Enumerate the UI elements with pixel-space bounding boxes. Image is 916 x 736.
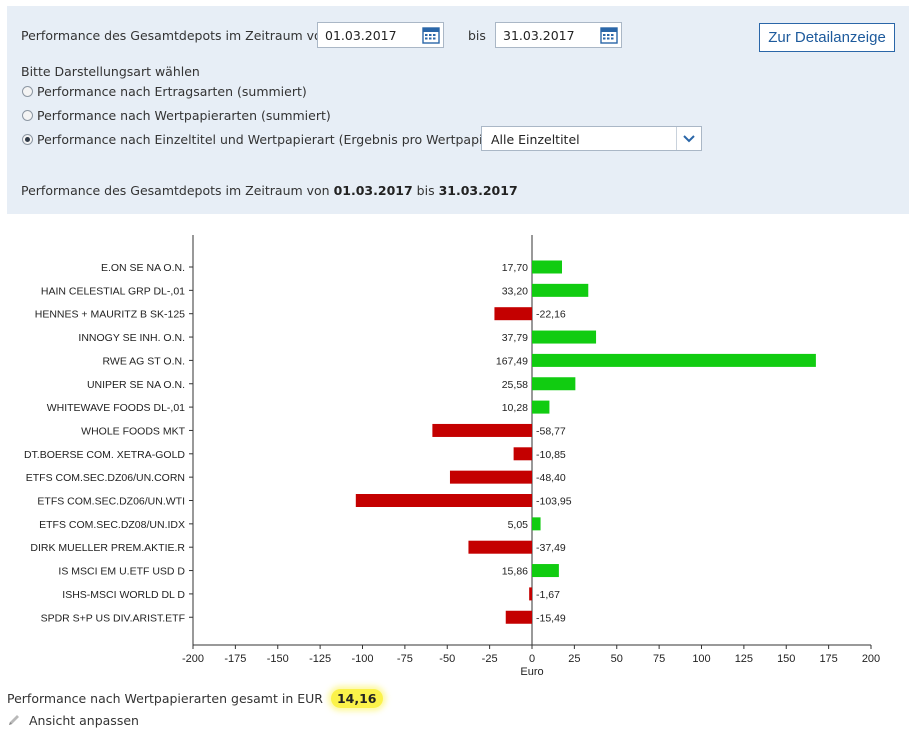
- radio-label: Performance nach Wertpapierarten (summie…: [37, 108, 331, 123]
- category-label: ISHS-MSCI WORLD DL D: [62, 589, 185, 601]
- bar-value-label: -1,67: [536, 589, 560, 601]
- x-tick-label: -25: [482, 653, 498, 665]
- x-tick-label: -175: [224, 653, 246, 665]
- category-label: ETFS COM.SEC.DZ06/UN.WTI: [37, 496, 185, 508]
- bar-value-label: 17,70: [502, 262, 528, 274]
- from-date-value: 01.03.2017: [325, 28, 397, 43]
- x-axis-title: Euro: [520, 666, 543, 678]
- adjust-view-label: Ansicht anpassen: [29, 713, 139, 728]
- to-date-field[interactable]: 31.03.2017: [495, 22, 622, 48]
- category-label: IS MSCI EM U.ETF USD D: [58, 566, 185, 578]
- title-select[interactable]: Alle Einzeltitel: [481, 126, 702, 151]
- summary-to-date: 31.03.2017: [438, 183, 518, 198]
- bar: [532, 283, 589, 297]
- bar: [532, 260, 563, 274]
- bar-value-label: 25,58: [502, 379, 528, 391]
- period-summary: Performance des Gesamtdepots im Zeitraum…: [21, 183, 518, 198]
- bar: [494, 307, 532, 321]
- display-type-label: Bitte Darstellungsart wählen: [21, 64, 200, 79]
- bar: [532, 377, 576, 391]
- bar: [532, 400, 550, 414]
- x-tick-label: 200: [862, 653, 880, 665]
- bar-value-label: 5,05: [508, 519, 529, 531]
- period-label: Performance des Gesamtdepots im Zeitraum…: [21, 28, 330, 43]
- category-label: SPDR S+P US DIV.ARIST.ETF: [41, 612, 185, 624]
- radio-button[interactable]: [22, 110, 33, 121]
- bar-value-label: -58,77: [536, 425, 566, 437]
- category-label: E.ON SE NA O.N.: [101, 262, 185, 274]
- bar: [432, 423, 532, 437]
- summary-from-date: 01.03.2017: [333, 183, 413, 198]
- bar: [468, 540, 532, 554]
- bar: [505, 610, 532, 624]
- category-label: WHITEWAVE FOODS DL-,01: [47, 402, 185, 414]
- x-tick-label: -150: [267, 653, 289, 665]
- radio-label: Performance nach Einzeltitel und Wertpap…: [37, 132, 501, 147]
- chevron-down-icon: [683, 135, 695, 143]
- category-label: HAIN CELESTIAL GRP DL-,01: [41, 285, 185, 297]
- category-label: ETFS COM.SEC.DZ08/UN.IDX: [39, 519, 185, 531]
- x-tick-label: -100: [351, 653, 373, 665]
- x-tick-label: 75: [653, 653, 665, 665]
- bar-value-label: 37,79: [502, 332, 528, 344]
- bar-value-label: -103,95: [536, 496, 572, 508]
- x-tick-label: -125: [309, 653, 331, 665]
- category-label: HENNES + MAURITZ B SK-125: [35, 309, 185, 321]
- pencil-icon: [9, 715, 19, 725]
- bar-value-label: 33,20: [502, 285, 528, 297]
- radio-button-checked[interactable]: [22, 134, 33, 145]
- x-tick-label: 125: [735, 653, 753, 665]
- performance-bar-chart: -200 -175 -150 -125 -100 -75 -50 -25 0 25 50 75 100 1…: [24, 235, 880, 678]
- category-label: DT.BOERSE COM. XETRA-GOLD: [24, 449, 185, 461]
- x-tick-label: -75: [397, 653, 413, 665]
- x-tick-label: -200: [182, 653, 204, 665]
- calendar-icon[interactable]: [600, 26, 618, 44]
- bar: [529, 587, 532, 601]
- category-label: WHOLE FOODS MKT: [81, 425, 185, 437]
- bar-value-label: -22,16: [536, 309, 566, 321]
- dropdown-toggle[interactable]: [676, 127, 701, 150]
- bar-value-label: 15,86: [502, 566, 528, 578]
- bar: [449, 470, 532, 484]
- category-label: UNIPER SE NA O.N.: [87, 379, 185, 391]
- x-tick-label: 175: [819, 653, 837, 665]
- category-label: RWE AG ST O.N.: [103, 355, 185, 367]
- bar: [513, 447, 532, 461]
- bar: [532, 564, 559, 578]
- bar-value-label: -15,49: [536, 612, 566, 624]
- select-value: Alle Einzeltitel: [491, 132, 580, 147]
- bar-value-label: -10,85: [536, 449, 566, 461]
- total-label: Performance nach Wertpapierarten gesamt …: [7, 691, 323, 706]
- x-tick-label: 0: [529, 653, 535, 665]
- category-label: ETFS COM.SEC.DZ06/UN.CORN: [26, 472, 185, 484]
- category-label: INNOGY SE INH. O.N.: [78, 332, 185, 344]
- from-date-field[interactable]: 01.03.2017: [317, 22, 444, 48]
- bar: [355, 494, 532, 507]
- x-tick-label: 150: [777, 653, 795, 665]
- bar-value-label: 10,28: [502, 402, 528, 414]
- x-tick-label: 25: [568, 653, 580, 665]
- x-tick-label: 100: [692, 653, 710, 665]
- summary-mid: bis: [416, 183, 435, 198]
- bar: [532, 353, 816, 367]
- category-label: DIRK MUELLER PREM.AKTIE.R: [30, 542, 185, 554]
- total-performance: Performance nach Wertpapierarten gesamt …: [7, 689, 383, 708]
- radio-label: Performance nach Ertragsarten (summiert): [37, 84, 307, 99]
- x-tick-label: 50: [611, 653, 623, 665]
- summary-prefix: Performance des Gesamtdepots im Zeitraum…: [21, 183, 330, 198]
- radio-button[interactable]: [22, 86, 33, 97]
- bar: [532, 517, 541, 531]
- bar-value-label: -37,49: [536, 542, 566, 554]
- bar: [532, 330, 597, 344]
- filter-panel: [7, 6, 909, 214]
- bar-value-label: -48,40: [536, 472, 566, 484]
- to-date-value: 31.03.2017: [503, 28, 575, 43]
- detail-view-button[interactable]: Zur Detailanzeige: [759, 23, 895, 52]
- to-label: bis: [468, 28, 486, 43]
- bar-value-label: 167,49: [496, 355, 528, 367]
- calendar-icon[interactable]: [422, 26, 440, 44]
- x-tick-label: -50: [439, 653, 455, 665]
- total-value: 14,16: [330, 689, 383, 708]
